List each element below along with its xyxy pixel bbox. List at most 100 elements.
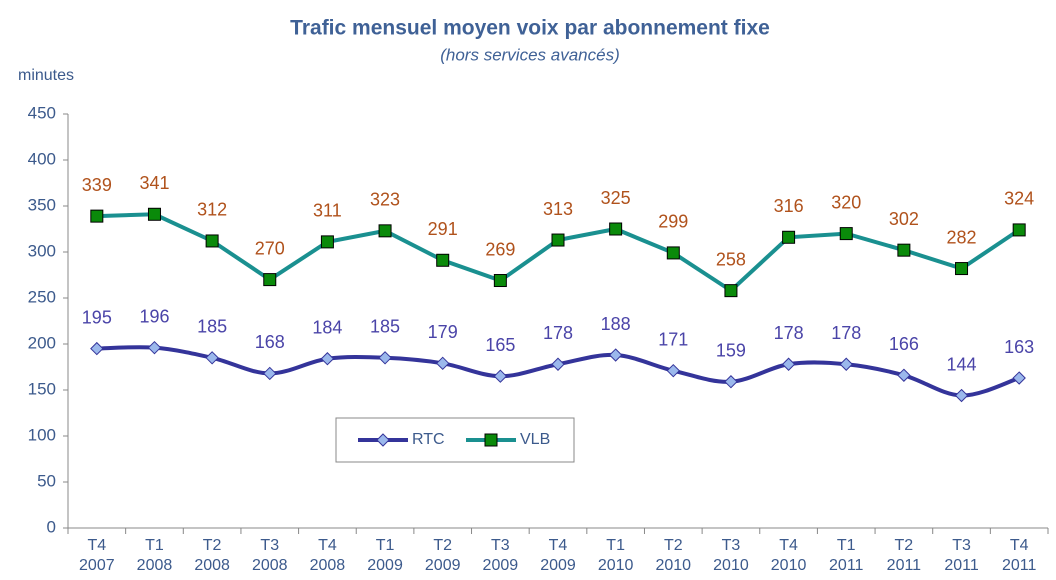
y-tick-label: 250 <box>28 287 56 306</box>
point <box>608 348 623 362</box>
x-tick-label-line: 2010 <box>655 557 691 574</box>
data-label: 185 <box>370 317 400 337</box>
x-tick-label-line: 2009 <box>425 557 461 574</box>
data-label: 269 <box>485 239 515 259</box>
point <box>955 262 969 276</box>
data-label: 196 <box>139 306 169 326</box>
data-label: 313 <box>543 199 573 219</box>
data-label: 188 <box>601 314 631 334</box>
x-tick-label: T4 2010 <box>771 537 807 574</box>
legend-label: RTC <box>412 431 445 448</box>
x-tick-label-line: 2009 <box>367 557 403 574</box>
data-label: 144 <box>947 354 977 374</box>
point <box>839 227 853 241</box>
data-label: 178 <box>831 323 861 343</box>
x-tick-label-line: T2 <box>664 537 683 554</box>
data-label: 323 <box>370 190 400 210</box>
point <box>1012 223 1026 237</box>
x-tick-label-line: 2011 <box>1002 557 1037 574</box>
y-tick-label: 150 <box>28 379 56 398</box>
point <box>666 363 681 378</box>
point <box>493 369 508 383</box>
x-tick-label-line: T4 <box>549 537 568 554</box>
x-tick-label-line: 2008 <box>310 557 346 574</box>
x-tick-label-line: T2 <box>203 537 222 554</box>
y-tick-label: 100 <box>28 425 56 444</box>
legend-label: VLB <box>520 431 550 448</box>
point <box>320 352 335 366</box>
point <box>782 230 796 244</box>
x-tick-label: T4 2011 <box>1002 537 1037 574</box>
x-tick-label: T3 2011 <box>944 537 979 574</box>
x-tick-label-line: 2010 <box>771 557 807 574</box>
point <box>205 234 219 248</box>
x-tick-label-line: T1 <box>837 537 856 554</box>
x-tick-label-line: T4 <box>779 537 798 554</box>
point <box>205 351 219 365</box>
x-tick-label: T3 2008 <box>252 537 288 574</box>
data-label: 168 <box>255 332 285 352</box>
data-label: 178 <box>774 323 804 343</box>
chart-title: Trafic mensuel moyen voix par abonnement… <box>290 17 770 40</box>
x-tick-label-line: 2010 <box>598 557 634 574</box>
point <box>781 357 796 371</box>
y-tick-label: 350 <box>28 195 56 214</box>
x-tick-label: T3 2009 <box>483 537 519 574</box>
x-tick-label-line: 2008 <box>194 557 230 574</box>
chart-subtitle: (hors services avancés) <box>440 45 620 64</box>
x-tick-label: T2 2008 <box>194 537 230 574</box>
data-label: 163 <box>1004 337 1034 357</box>
x-tick-label: T1 2009 <box>367 537 403 574</box>
point <box>378 351 392 365</box>
data-label: 325 <box>601 188 631 208</box>
data-label: 171 <box>658 329 688 349</box>
point <box>436 253 450 267</box>
point <box>493 274 507 288</box>
x-tick-label-line: T2 <box>433 537 452 554</box>
point <box>724 284 738 298</box>
point <box>1012 371 1026 385</box>
legend-marker <box>376 433 390 447</box>
x-tick-label-line: T4 <box>1010 537 1029 554</box>
data-label: 316 <box>774 196 804 216</box>
y-axis-label: minutes <box>18 67 74 84</box>
point <box>90 341 104 356</box>
point <box>551 357 565 371</box>
x-tick-label-line: T3 <box>952 537 971 554</box>
point <box>263 366 277 381</box>
point <box>320 235 334 249</box>
y-tick-label: 200 <box>28 333 56 352</box>
x-tick-label: T2 2009 <box>425 537 461 574</box>
x-tick-label-line: T4 <box>87 537 106 554</box>
data-label: 291 <box>428 219 458 239</box>
x-tick-label: T2 2011 <box>887 537 922 574</box>
x-tick-label: T2 2010 <box>655 537 691 574</box>
data-label: 159 <box>716 340 746 360</box>
data-label: 270 <box>255 238 285 258</box>
y-tick-label: 50 <box>37 471 56 490</box>
legend-marker <box>484 433 498 447</box>
x-tick-label-line: 2011 <box>944 557 979 574</box>
x-tick-label-line: 2011 <box>887 557 922 574</box>
point <box>609 222 623 236</box>
data-label: 311 <box>313 201 342 221</box>
point <box>435 356 450 371</box>
data-label: 166 <box>889 334 919 354</box>
data-label: 184 <box>312 317 342 337</box>
data-label: 341 <box>139 173 169 193</box>
x-tick-label: T4 2008 <box>310 537 346 574</box>
data-label: 312 <box>197 200 227 220</box>
x-tick-label: T4 2007 <box>79 537 115 574</box>
x-tick-label-line: T2 <box>895 537 914 554</box>
point <box>378 224 392 238</box>
data-label: 339 <box>82 175 112 195</box>
x-tick-label-line: 2009 <box>483 557 519 574</box>
x-tick-label-line: T1 <box>145 537 164 554</box>
series-line <box>96 212 1021 294</box>
point <box>90 209 104 223</box>
x-tick-label-line: T3 <box>260 537 279 554</box>
point <box>839 357 853 371</box>
data-label: 302 <box>889 209 919 229</box>
series-line <box>96 345 1020 398</box>
